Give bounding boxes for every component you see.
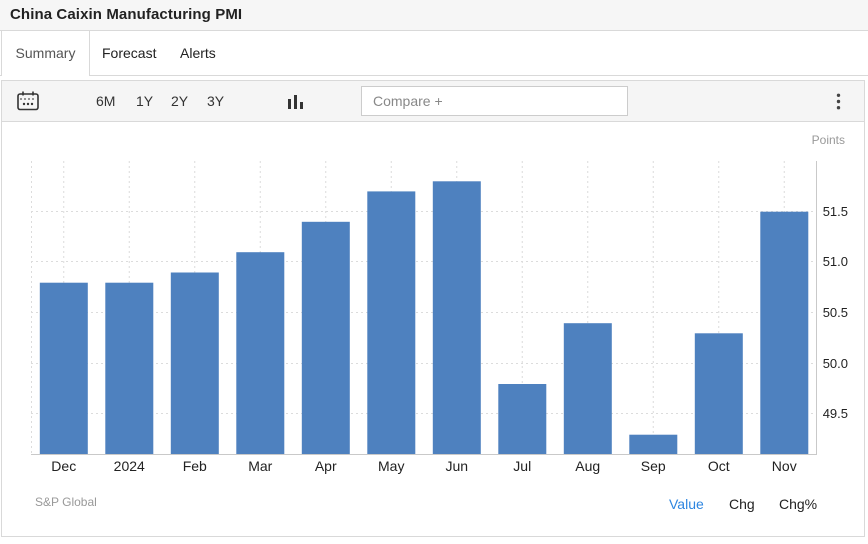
bar-Apr[interactable] [301, 221, 350, 455]
x-tick-label: Feb [182, 458, 207, 474]
tab-alerts-label: Alerts [180, 45, 216, 61]
chart-card: Points 49.5 50.0 50.5 51.0 51.5 Dec 2024 Feb Ma… [1, 122, 865, 537]
tab-forecast[interactable]: Forecast [102, 31, 156, 75]
range-button-2y[interactable]: 2Y [171, 93, 189, 109]
x-tick-label: Oct [707, 458, 730, 474]
y-tick-label: 51.0 [822, 254, 848, 270]
x-tick-label: Nov [771, 458, 797, 474]
bar-chart-type-icon[interactable] [287, 93, 304, 114]
x-tick-label: Dec [51, 458, 77, 474]
y-axis-unit-label: Points [811, 133, 845, 147]
x-tick-label: 2024 [113, 458, 145, 474]
x-tick-label: Jul [513, 458, 532, 474]
calendar-icon[interactable] [17, 91, 39, 116]
tab-summary-label: Summary [15, 45, 76, 61]
x-tick-label: Aug [575, 458, 601, 474]
bar-Nov[interactable] [760, 211, 809, 455]
range-button-1y[interactable]: 1Y [136, 93, 154, 109]
bar-Sep[interactable] [629, 434, 678, 455]
bar-May[interactable] [367, 191, 416, 455]
bar-Feb[interactable] [170, 272, 219, 456]
y-tick-label: 49.5 [822, 406, 848, 422]
page-title: China Caixin Manufacturing PMI [10, 6, 243, 23]
bar-Jul[interactable] [498, 384, 547, 455]
bar-Aug[interactable] [563, 323, 612, 455]
header-bar: China Caixin Manufacturing PMI [0, 0, 868, 31]
tab-alerts[interactable]: Alerts [180, 31, 216, 75]
bar-chart-svg [31, 161, 817, 455]
source-attribution: S&P Global [35, 495, 97, 509]
y-tick-label: 51.5 [822, 203, 848, 219]
range-button-3y[interactable]: 3Y [207, 93, 225, 109]
x-tick-label: Sep [640, 458, 666, 474]
bar-Oct[interactable] [694, 333, 743, 455]
bar-Mar[interactable] [236, 252, 285, 455]
x-tick-label: Apr [314, 458, 337, 474]
x-tick-label: Mar [248, 458, 273, 474]
bar-Jun[interactable] [432, 181, 481, 455]
footer-link-chgpct[interactable]: Chg% [779, 496, 818, 512]
kebab-menu-icon[interactable] [836, 93, 841, 115]
tab-summary[interactable]: Summary [1, 31, 90, 76]
bar-2024[interactable] [105, 282, 154, 455]
bar-Dec[interactable] [39, 282, 88, 455]
chart-toolbar: 6M 1Y 2Y 3Y [1, 80, 865, 122]
bar-chart-plot [31, 161, 817, 455]
x-tick-label: May [378, 458, 405, 474]
footer-link-chg[interactable]: Chg [729, 496, 755, 512]
y-tick-label: 50.0 [822, 355, 848, 371]
footer-link-value[interactable]: Value [669, 496, 704, 512]
x-tick-label: Jun [445, 458, 469, 474]
tab-forecast-label: Forecast [102, 45, 157, 61]
y-tick-label: 50.5 [822, 305, 848, 321]
tab-bar: Summary Forecast Alerts [0, 31, 868, 76]
range-button-6m[interactable]: 6M [96, 93, 116, 109]
compare-input[interactable] [361, 86, 628, 116]
